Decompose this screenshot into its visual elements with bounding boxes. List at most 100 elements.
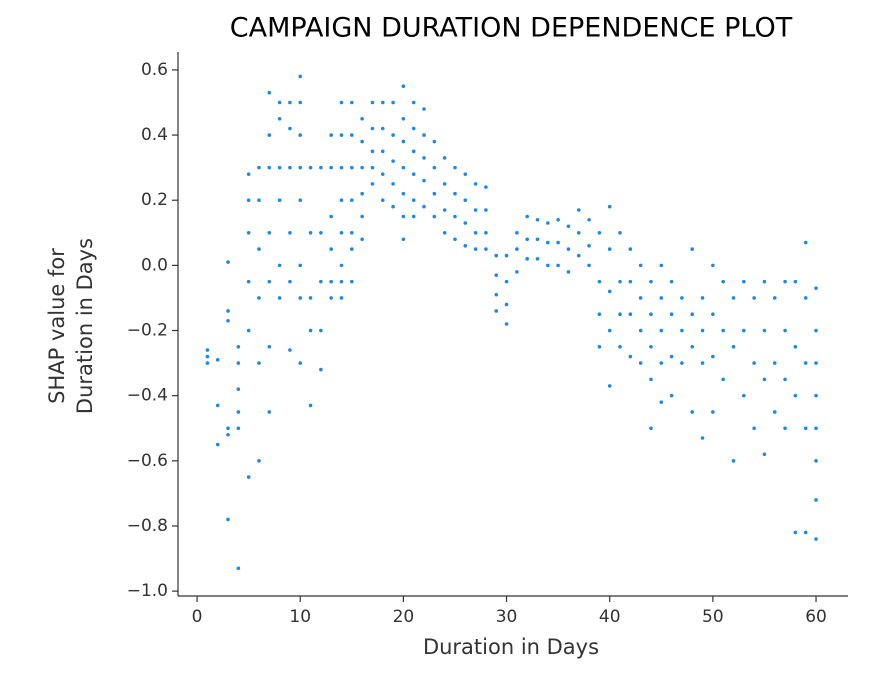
point: [288, 126, 292, 131]
y-tick-label: 0.6: [141, 60, 168, 80]
point: [380, 172, 385, 176]
point: [504, 302, 509, 307]
point: [484, 247, 488, 251]
point: [329, 296, 333, 300]
point: [721, 328, 725, 333]
point: [391, 182, 395, 186]
point: [308, 230, 313, 235]
point: [731, 459, 736, 463]
point: [246, 328, 251, 333]
point: [669, 312, 674, 317]
point: [329, 165, 333, 170]
point: [411, 198, 416, 203]
point: [556, 240, 560, 245]
point: [659, 263, 664, 268]
point: [814, 286, 818, 290]
point: [360, 116, 364, 121]
point: [690, 312, 695, 317]
point: [453, 237, 457, 242]
point: [803, 530, 808, 535]
x-tick-label: 30: [496, 607, 518, 627]
point: [257, 361, 261, 365]
point: [432, 191, 437, 196]
point: [308, 328, 313, 333]
point: [700, 436, 705, 440]
point: [360, 165, 364, 170]
point: [814, 361, 818, 365]
point: [772, 361, 777, 365]
point: [566, 224, 571, 229]
point: [525, 237, 529, 242]
point: [370, 165, 375, 170]
point: [319, 279, 323, 284]
y-axis-label: SHAP value for: [45, 248, 69, 404]
point: [473, 230, 478, 235]
y-tick-label: −1.0: [127, 581, 168, 601]
point: [277, 100, 282, 105]
point: [350, 198, 354, 203]
point: [298, 74, 303, 79]
point: [288, 100, 292, 105]
point: [731, 345, 736, 349]
point: [442, 230, 447, 235]
point: [380, 100, 385, 105]
point: [618, 279, 622, 284]
point: [205, 348, 210, 352]
point: [680, 296, 684, 300]
point: [515, 270, 519, 274]
x-tick-label: 10: [289, 607, 311, 627]
point: [226, 309, 230, 313]
point: [215, 442, 220, 447]
point: [638, 263, 643, 268]
point: [711, 410, 715, 414]
point: [350, 133, 354, 137]
point: [267, 90, 272, 95]
point: [391, 100, 395, 105]
point: [401, 214, 406, 219]
point: [339, 133, 344, 137]
point: [669, 393, 674, 398]
point: [546, 263, 550, 268]
point: [319, 328, 323, 333]
point: [484, 208, 488, 212]
point: [288, 279, 292, 284]
point: [380, 126, 385, 131]
y-tick-label: 0.0: [141, 255, 168, 275]
point: [638, 361, 643, 365]
point: [535, 257, 540, 261]
point: [762, 328, 767, 333]
point: [308, 296, 313, 300]
point: [329, 214, 333, 219]
point: [752, 361, 756, 365]
point: [752, 426, 756, 431]
point: [442, 156, 447, 160]
point: [587, 217, 591, 222]
point: [690, 345, 695, 349]
point: [401, 84, 406, 89]
point: [700, 361, 705, 365]
point: [525, 257, 529, 261]
y-tick-label: −0.4: [127, 386, 168, 406]
point: [257, 198, 261, 203]
point: [401, 191, 406, 196]
point: [411, 126, 416, 131]
chart-title: CAMPAIGN DURATION DEPENDENCE PLOT: [230, 13, 793, 44]
point: [463, 198, 468, 203]
point: [453, 214, 457, 219]
point: [246, 279, 251, 284]
point: [288, 230, 292, 235]
point: [494, 292, 499, 297]
point: [618, 345, 622, 349]
point: [711, 354, 715, 359]
point: [597, 312, 602, 317]
point: [319, 367, 323, 372]
point: [607, 384, 612, 388]
point: [360, 139, 364, 144]
point: [246, 230, 251, 235]
point: [380, 149, 385, 154]
point: [339, 296, 344, 300]
y-tick-label: −0.8: [127, 516, 168, 536]
point: [298, 198, 303, 203]
point: [803, 426, 808, 431]
